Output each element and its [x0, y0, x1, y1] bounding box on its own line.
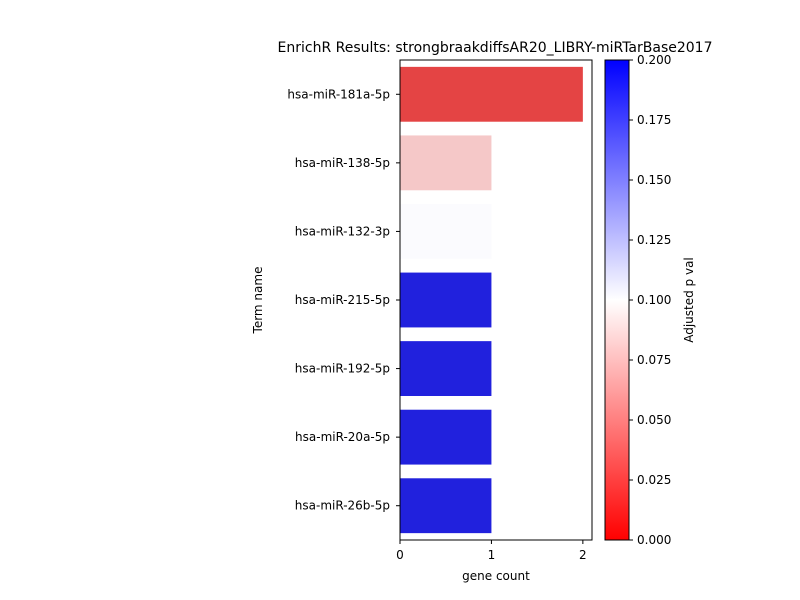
- y-tick-labels: hsa-miR-181a-5p hsa-miR-138-5p hsa-miR-132…: [287, 87, 400, 513]
- y-tick-label: hsa-miR-132-3p: [295, 224, 390, 238]
- y-tick-label: hsa-miR-20a-5p: [295, 430, 390, 444]
- bar: [400, 272, 492, 328]
- colorbar-tick-label: 0.150: [637, 173, 671, 187]
- bar: [400, 478, 492, 534]
- bar: [400, 204, 492, 259]
- colorbar-tick-label: 0.200: [637, 53, 671, 67]
- plot-frame: [399, 59, 593, 541]
- y-tick-label: hsa-miR-215-5p: [295, 293, 390, 307]
- colorbar-tick-label: 0.050: [637, 413, 671, 427]
- colorbar-tick-label: 0.125: [637, 233, 671, 247]
- bar: [400, 409, 492, 465]
- y-axis-label: Term name: [251, 267, 265, 335]
- colorbar-tick-label: 0.100: [637, 293, 671, 307]
- colorbar-tick-label: 0.175: [637, 113, 671, 127]
- y-tick-label: hsa-miR-192-5p: [295, 362, 390, 376]
- bar: [400, 66, 583, 122]
- colorbar-label: Adjusted p val: [682, 257, 696, 343]
- colorbar-tick-label: 0.000: [637, 533, 671, 547]
- x-tick-label: 1: [488, 548, 496, 562]
- x-axis-ticks: 0 1 2: [396, 540, 587, 562]
- x-tick-label: 0: [396, 548, 404, 562]
- colorbar-tick-label: 0.075: [637, 353, 671, 367]
- y-tick-label: hsa-miR-138-5p: [295, 156, 390, 170]
- colorbar-gradient: [604, 59, 630, 541]
- chart-title: EnrichR Results: strongbraakdiffsAR20_LI…: [278, 40, 713, 56]
- colorbar: 0.000 0.025 0.050 0.075 0.100 0.125 0.150 0.175…: [604, 53, 696, 547]
- bar: [400, 341, 492, 396]
- x-axis-label: gene count: [462, 569, 530, 583]
- colorbar-ticks: 0.000 0.025 0.050 0.075 0.100 0.125 0.150 0.175…: [629, 53, 671, 547]
- x-tick-label: 2: [579, 548, 587, 562]
- y-tick-label: hsa-miR-26b-5p: [295, 499, 390, 513]
- y-tick-label: hsa-miR-181a-5p: [287, 87, 390, 101]
- colorbar-tick-label: 0.025: [637, 473, 671, 487]
- bars-group: [400, 66, 583, 534]
- bar: [400, 135, 492, 191]
